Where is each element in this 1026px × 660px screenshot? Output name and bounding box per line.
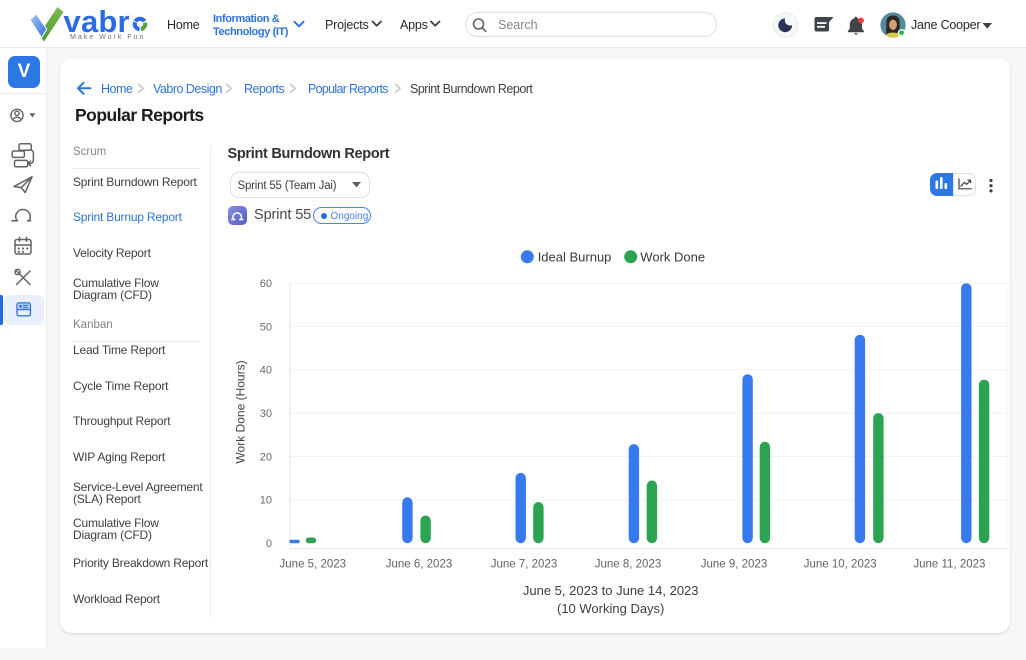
svg-text:Make Work Fun: Make Work Fun: [70, 32, 145, 41]
svg-text:June 6, 2023: June 6, 2023: [386, 559, 453, 571]
svg-text:40: 40: [260, 365, 272, 377]
svg-text:June 5, 2023 to June 14, 2023: June 5, 2023 to June 14, 2023: [523, 583, 699, 598]
svg-text:(10 Working Days): (10 Working Days): [557, 601, 664, 616]
svg-text:20: 20: [260, 451, 272, 463]
svg-text:30: 30: [260, 408, 272, 420]
svg-text:June 11, 2023: June 11, 2023: [913, 559, 985, 571]
svg-text:Work Done (Hours): Work Done (Hours): [234, 360, 248, 463]
svg-text:60: 60: [260, 278, 272, 290]
svg-text:June 9, 2023: June 9, 2023: [701, 559, 768, 571]
svg-text:50: 50: [260, 321, 272, 333]
svg-text:June 5, 2023: June 5, 2023: [280, 559, 347, 571]
svg-text:June 7, 2023: June 7, 2023: [491, 559, 558, 571]
svg-text:June 10, 2023: June 10, 2023: [804, 559, 877, 571]
svg-text:Ideal Burnup: Ideal Burnup: [538, 249, 612, 264]
svg-text:Work Done: Work Done: [640, 249, 705, 264]
svg-text:vabr: vabr: [64, 4, 130, 39]
svg-text:June 8, 2023: June 8, 2023: [595, 559, 662, 571]
svg-text:10: 10: [260, 495, 272, 507]
svg-text:0: 0: [266, 538, 272, 550]
